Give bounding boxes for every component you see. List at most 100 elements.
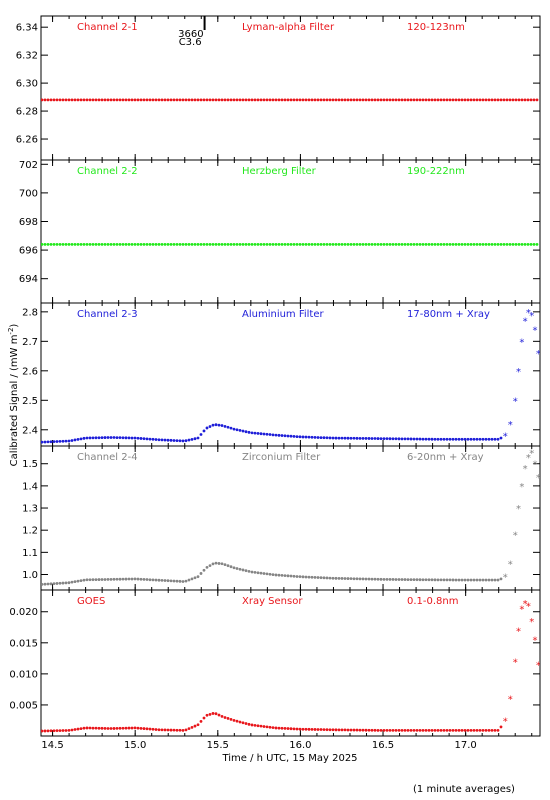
data-point — [445, 578, 449, 582]
data-point — [448, 729, 452, 732]
data-point — [412, 98, 416, 102]
data-point — [484, 578, 488, 582]
data-point — [319, 576, 323, 580]
data-point — [46, 440, 50, 444]
data-point — [349, 98, 353, 102]
data-point — [196, 436, 200, 440]
data-point — [166, 579, 170, 583]
data-point — [259, 432, 263, 436]
data-point — [100, 98, 104, 102]
y-tick-label: 1.3 — [22, 504, 38, 515]
data-point — [199, 433, 203, 436]
data-point — [235, 567, 239, 570]
data-point — [508, 242, 512, 246]
data-point — [364, 728, 368, 732]
data-point — [391, 437, 395, 441]
data-point — [235, 98, 239, 102]
data-point — [388, 98, 392, 102]
data-point — [163, 242, 167, 246]
panel-frame — [40, 15, 541, 161]
data-point — [133, 98, 137, 102]
data-series — [41, 242, 539, 246]
data-point — [307, 435, 311, 439]
data-point — [157, 728, 161, 732]
data-point — [106, 98, 110, 102]
data-point — [415, 578, 419, 582]
data-point — [178, 579, 182, 583]
data-point — [358, 577, 362, 581]
data-point — [196, 723, 200, 727]
data-point — [190, 437, 194, 441]
data-point — [49, 242, 53, 246]
data-point — [148, 727, 152, 731]
data-point — [199, 572, 203, 575]
data-point — [439, 98, 443, 102]
data-point — [304, 727, 308, 731]
data-point — [202, 429, 206, 433]
data-point — [487, 578, 491, 582]
y-tick-label: 6.34 — [16, 23, 38, 34]
data-point — [319, 728, 323, 731]
data-point — [169, 242, 173, 246]
data-point — [517, 98, 521, 102]
data-point — [271, 726, 275, 729]
data-point-star: * — [526, 453, 531, 464]
x-tick-label: 16.5 — [372, 740, 394, 751]
data-point — [223, 424, 227, 428]
data-point — [244, 430, 248, 434]
y-tick-label: 6.26 — [16, 135, 38, 146]
data-point — [112, 577, 116, 581]
panel-filter: Lyman-alpha Filter — [242, 22, 335, 33]
data-point — [304, 242, 308, 246]
data-point — [184, 242, 188, 246]
data-point — [223, 716, 227, 719]
data-point — [367, 242, 371, 246]
data-point — [376, 728, 380, 732]
data-point — [490, 437, 494, 441]
data-series — [41, 98, 539, 102]
data-point — [142, 727, 146, 730]
data-point — [253, 242, 257, 246]
data-point — [97, 436, 101, 440]
data-point — [205, 713, 209, 717]
data-point — [277, 726, 281, 730]
data-point — [505, 242, 509, 246]
data-point — [454, 578, 458, 582]
y-tick-label: 698 — [19, 217, 38, 228]
data-point — [217, 423, 221, 427]
panel-channel-2-3: 2.4 2.5 2.6 2.7 2.8 Channel 2-3 Aluminium Filt… — [22, 302, 541, 447]
data-point — [121, 98, 125, 102]
data-point — [409, 98, 413, 102]
data-point — [370, 437, 374, 440]
data-point — [109, 98, 113, 102]
data-point — [265, 98, 269, 102]
data-point-star: * — [533, 636, 538, 647]
data-point — [274, 242, 278, 246]
data-point — [97, 242, 101, 246]
data-point — [58, 242, 62, 246]
data-point — [124, 436, 128, 440]
data-point — [160, 578, 164, 582]
data-point — [418, 729, 422, 732]
data-point — [82, 242, 86, 246]
data-point — [490, 98, 494, 102]
data-point — [256, 242, 260, 246]
data-point-star: * — [513, 396, 518, 407]
data-point — [235, 428, 239, 432]
data-point — [79, 242, 83, 246]
data-point — [82, 726, 86, 730]
data-point — [499, 436, 503, 440]
data-point — [49, 582, 53, 586]
data-point — [70, 242, 74, 246]
data-point — [328, 728, 332, 732]
data-point — [214, 423, 218, 427]
data-point — [223, 98, 227, 102]
data-point — [151, 242, 155, 246]
y-tick-label: 1.4 — [22, 481, 38, 492]
data-point — [136, 577, 140, 581]
data-point — [133, 436, 137, 440]
panel-title: Channel 2-3 — [77, 309, 138, 320]
data-point — [361, 577, 365, 581]
data-point — [82, 98, 86, 102]
data-point — [391, 242, 395, 246]
